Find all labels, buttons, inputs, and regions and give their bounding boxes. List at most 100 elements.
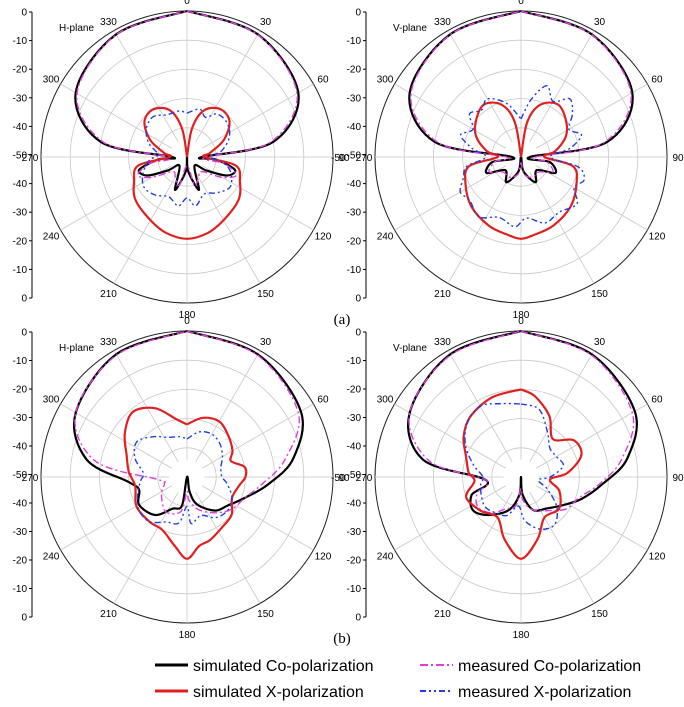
radial-tick-label: -20 — [347, 556, 362, 567]
radial-tick-label: -40 — [13, 122, 28, 133]
grid-spoke — [529, 350, 595, 463]
grid-spoke — [535, 403, 648, 469]
grid-spoke — [201, 485, 314, 551]
angle-tick-label: 60 — [317, 75, 329, 86]
radial-tick-label: -40 — [347, 122, 362, 133]
angle-tick-label: 180 — [179, 630, 196, 641]
grid-spoke — [394, 403, 507, 469]
center-value-label: -50 — [331, 473, 346, 484]
radial-tick-label: 0 — [21, 328, 27, 339]
plane-label: H-plane — [59, 343, 94, 354]
grid-spoke — [113, 350, 179, 463]
angle-tick-label: 120 — [649, 232, 666, 243]
radial-tick-label: -20 — [13, 65, 28, 76]
radial-tick-label: -10 — [13, 36, 28, 47]
angle-tick-label: 240 — [377, 232, 394, 243]
radial-axis: 0 -10 -20 -30 -40 -50 -40 -30 -20 -10 0 — [347, 8, 367, 305]
grid-spoke — [535, 485, 648, 551]
radial-tick-label: -20 — [347, 236, 362, 247]
angle-tick-label: 240 — [43, 232, 60, 243]
series-line-measured-co-polarization — [76, 10, 298, 187]
radial-tick-label: -30 — [347, 93, 362, 104]
radial-tick-label: -30 — [347, 208, 362, 219]
series-line-measured-co-polarization — [410, 10, 632, 178]
radial-tick-label: -30 — [13, 527, 28, 538]
radial-tick-label: -10 — [347, 36, 362, 47]
radial-tick-label: -40 — [347, 179, 362, 190]
radial-tick-label: -40 — [347, 442, 362, 453]
grid-spoke — [447, 171, 513, 284]
grid-spoke — [535, 165, 648, 231]
radial-tick-label: -20 — [13, 556, 28, 567]
series-line-measured-co-polarization — [408, 330, 635, 514]
angle-tick-label: 210 — [100, 289, 117, 300]
angle-tick-label: 30 — [594, 337, 606, 348]
radial-tick-label: -20 — [13, 236, 28, 247]
plane-label: H-plane — [59, 23, 94, 34]
angle-tick-label: 150 — [257, 609, 274, 620]
angle-tick-label: 60 — [651, 75, 663, 86]
angle-tick-label: 90 — [338, 473, 350, 484]
radial-tick-label: -30 — [13, 413, 28, 424]
angle-tick-label: 270 — [22, 473, 39, 484]
plane-label: V-plane — [393, 23, 427, 34]
grid-spoke — [60, 485, 173, 551]
grid-spoke — [535, 83, 648, 149]
grid-spoke — [195, 171, 261, 284]
radial-tick-label: -40 — [13, 442, 28, 453]
grid-spoke — [195, 350, 261, 463]
angle-tick-label: 300 — [43, 75, 60, 86]
series-line-measured-co-polarization — [74, 330, 300, 515]
radial-axis: 0 -10 -20 -30 -40 -50 -40 -30 -20 -10 0 — [13, 328, 33, 624]
radial-tick-label: 0 — [21, 613, 27, 624]
radial-tick-label: -50 — [347, 151, 362, 162]
angle-tick-label: 0 — [518, 316, 524, 327]
legend-label-sim-x: simulated X-polarization — [193, 684, 364, 701]
angle-tick-label: 270 — [356, 153, 373, 164]
angle-tick-label: 210 — [434, 289, 451, 300]
grid-spoke — [394, 165, 507, 231]
center-value-label: -50 — [331, 153, 346, 164]
radial-axis: 0 -10 -20 -30 -40 -50 -40 -30 -20 -10 0 — [347, 328, 367, 624]
radial-tick-label: -10 — [13, 356, 28, 367]
radial-tick-label: 0 — [355, 294, 361, 305]
angle-tick-label: 0 — [518, 0, 524, 7]
series-line-measured-x-polarization — [464, 402, 565, 530]
series-line-simulated-co-polarization — [407, 329, 638, 517]
angle-tick-label: 270 — [356, 473, 373, 484]
grid-spoke — [195, 491, 261, 604]
radial-tick-label: -30 — [13, 93, 28, 104]
legend: simulated Co-polarization measured Co-po… — [155, 658, 641, 701]
plane-label: V-plane — [393, 343, 427, 354]
grid-spoke — [201, 403, 314, 469]
panel-label-b: (b) — [333, 631, 351, 647]
angle-tick-label: 90 — [672, 153, 684, 164]
radial-tick-label: 0 — [355, 613, 361, 624]
series-line-simulated-x-polarization — [463, 101, 579, 240]
series-line-measured-x-polarization — [141, 108, 233, 207]
angle-tick-label: 180 — [513, 310, 530, 321]
radial-tick-label: -40 — [13, 499, 28, 510]
angle-tick-label: 60 — [651, 395, 663, 406]
radial-tick-label: 0 — [21, 294, 27, 305]
radial-tick-label: -30 — [347, 527, 362, 538]
angle-tick-label: 30 — [594, 17, 606, 28]
angle-tick-label: 180 — [513, 630, 530, 641]
angle-tick-label: 30 — [260, 337, 272, 348]
grid-spoke — [195, 30, 261, 143]
angle-tick-label: 90 — [338, 153, 350, 164]
angle-tick-label: 210 — [434, 609, 451, 620]
radial-tick-label: -10 — [347, 356, 362, 367]
angle-tick-label: 300 — [43, 395, 60, 406]
radial-tick-label: -20 — [13, 385, 28, 396]
radial-tick-label: -10 — [347, 584, 362, 595]
angle-tick-label: 90 — [672, 473, 684, 484]
angle-tick-label: 150 — [591, 609, 608, 620]
angle-tick-label: 330 — [434, 337, 451, 348]
angle-tick-label: 240 — [377, 552, 394, 563]
legend-label-meas-x: measured X-polarization — [458, 684, 631, 701]
grid-spoke — [201, 83, 314, 149]
series-line-simulated-co-polarization — [72, 329, 304, 517]
radial-tick-label: -20 — [347, 385, 362, 396]
